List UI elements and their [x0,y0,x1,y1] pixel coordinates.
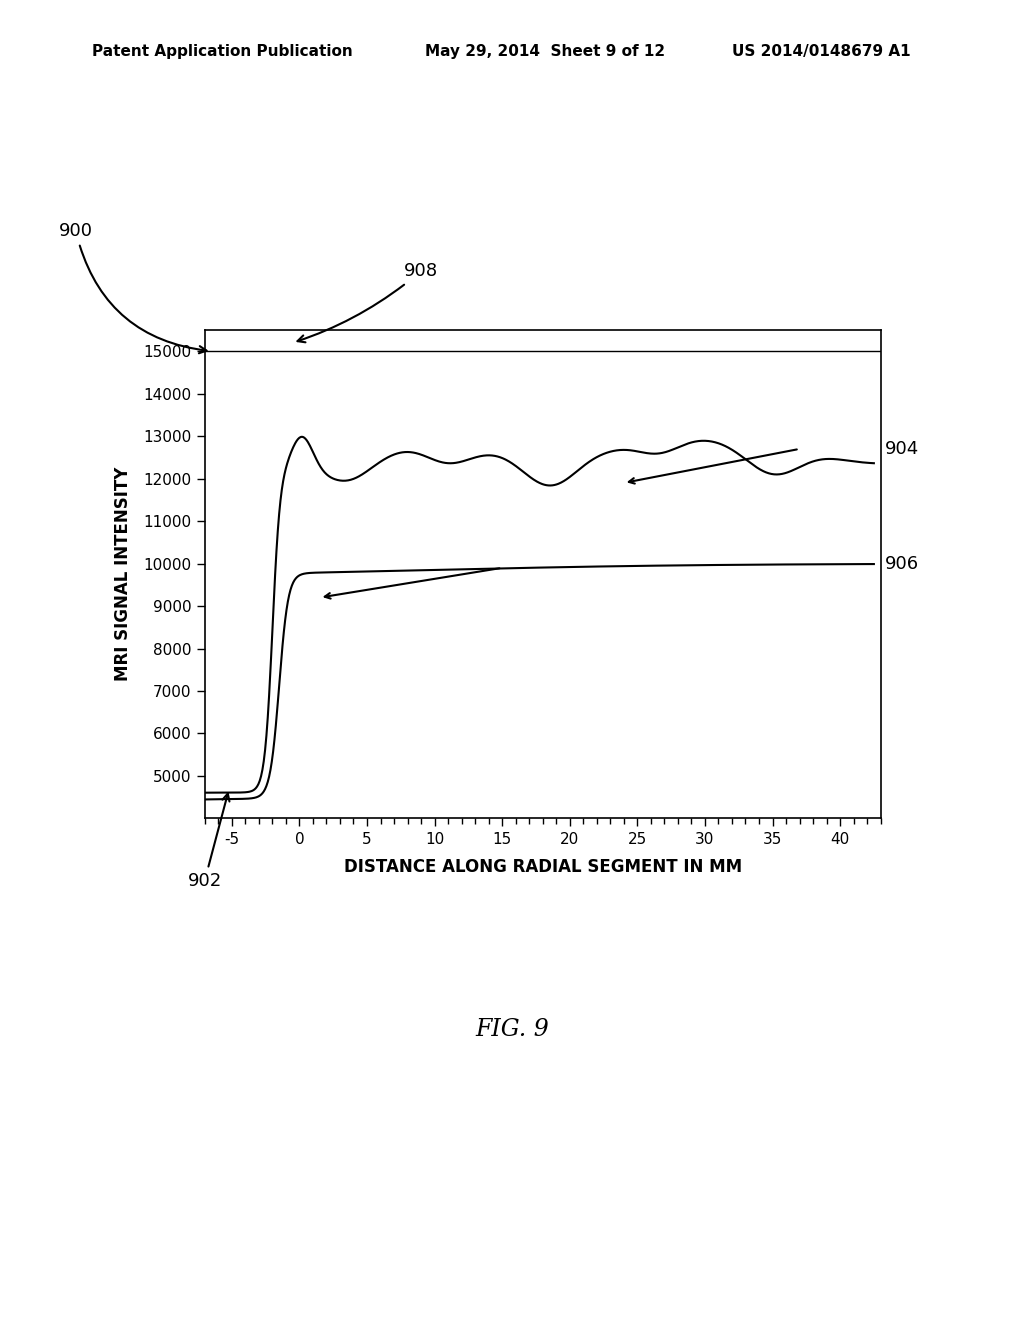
Text: 902: 902 [187,793,229,890]
Text: May 29, 2014  Sheet 9 of 12: May 29, 2014 Sheet 9 of 12 [425,44,665,58]
X-axis label: DISTANCE ALONG RADIAL SEGMENT IN MM: DISTANCE ALONG RADIAL SEGMENT IN MM [344,858,741,875]
Text: Patent Application Publication: Patent Application Publication [92,44,353,58]
Text: 900: 900 [58,222,207,354]
Text: 906: 906 [885,554,920,573]
Text: US 2014/0148679 A1: US 2014/0148679 A1 [732,44,910,58]
Text: FIG. 9: FIG. 9 [475,1018,549,1041]
Text: 904: 904 [885,440,920,458]
Y-axis label: MRI SIGNAL INTENSITY: MRI SIGNAL INTENSITY [115,467,132,681]
Text: 908: 908 [298,263,438,342]
